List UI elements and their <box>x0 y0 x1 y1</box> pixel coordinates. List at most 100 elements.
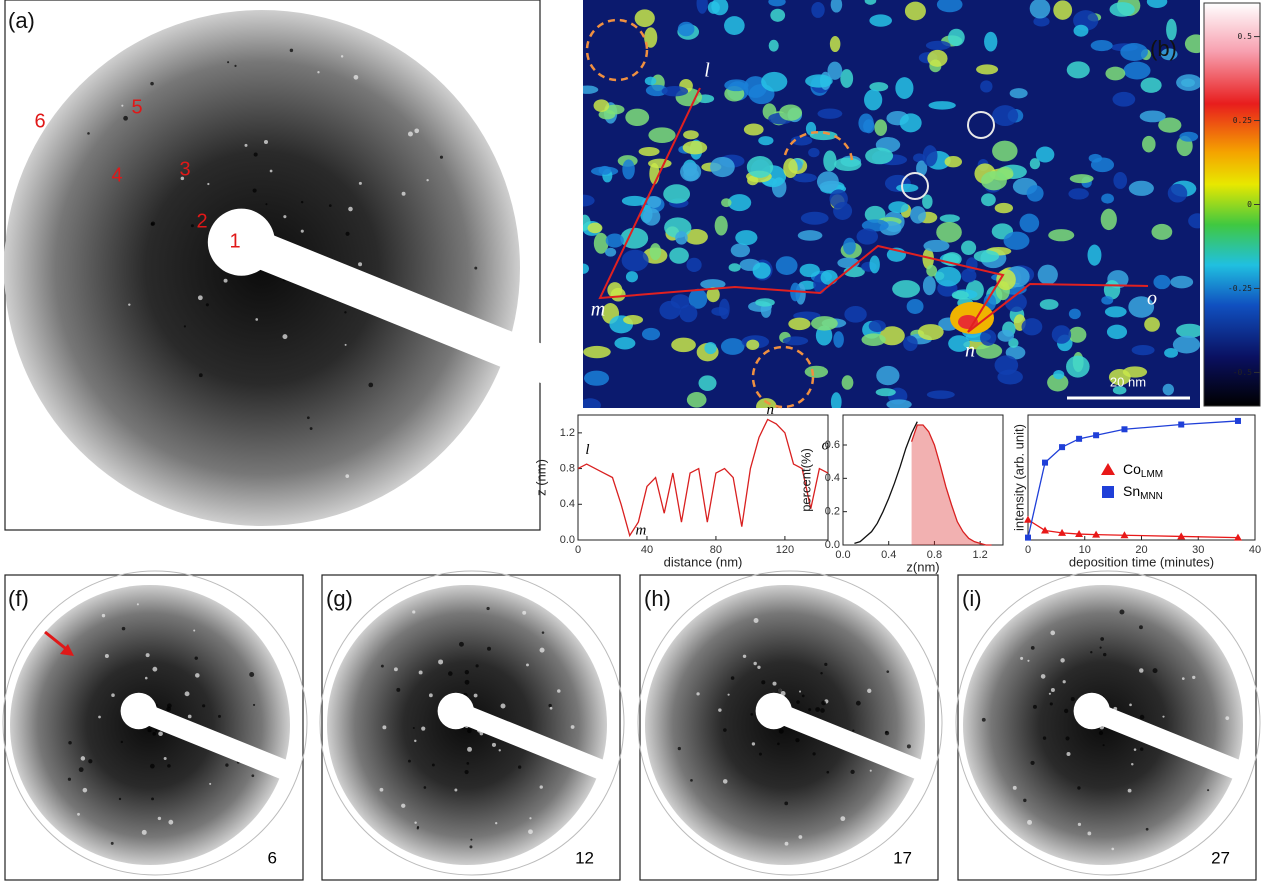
stm-blob <box>1164 348 1179 358</box>
series-line <box>1027 519 1238 539</box>
stm-blob <box>724 79 749 92</box>
stm-blob <box>1051 325 1072 344</box>
stm-blob <box>844 306 867 323</box>
x-tick-label: 0.4 <box>881 549 896 561</box>
stm-blob <box>770 8 786 22</box>
marker <box>1178 421 1185 428</box>
stm-blob <box>1166 18 1177 41</box>
stm-blob <box>634 9 655 28</box>
diffraction-spot <box>157 816 162 821</box>
diffraction-spot <box>101 613 106 618</box>
diffraction-spot <box>1065 736 1070 741</box>
diffraction-spot <box>517 765 522 769</box>
diffraction-spot <box>1060 658 1065 663</box>
diffraction-spot <box>68 740 72 745</box>
diffraction-spot <box>529 817 532 820</box>
stm-blob <box>876 365 900 386</box>
stm-blob <box>638 146 660 157</box>
diffraction-spot <box>491 742 497 747</box>
annotation: m <box>635 523 646 539</box>
diffraction-spot <box>1077 822 1082 827</box>
diffraction-spot <box>906 744 911 749</box>
spot-order-label: 1 <box>229 230 240 252</box>
diffraction-spot <box>82 787 88 793</box>
diffraction-spot <box>379 787 384 792</box>
stm-blob <box>645 84 668 97</box>
stm-blob <box>1170 275 1194 289</box>
stm-blob <box>797 230 823 241</box>
stm-blob <box>1112 91 1136 107</box>
diffraction-spot <box>799 690 802 693</box>
stm-blob <box>936 221 962 243</box>
diffraction-spot <box>155 729 158 732</box>
stm-blob <box>980 329 997 346</box>
stm-blob <box>926 264 938 277</box>
diffraction-spot <box>421 726 426 731</box>
diffraction-spot <box>886 670 890 673</box>
plot-frame <box>842 414 1004 546</box>
diffraction-spot <box>252 703 256 707</box>
stm-blob <box>730 243 751 258</box>
stm-blob <box>1176 74 1200 91</box>
diffraction-spot <box>1030 645 1035 650</box>
diffraction-spot <box>820 672 823 675</box>
diffraction-spot <box>416 825 420 829</box>
marker <box>1075 530 1084 538</box>
deposition-minutes: 12 <box>575 848 594 867</box>
stm-blob <box>1073 24 1089 37</box>
area-fill <box>911 425 992 545</box>
diffraction-spot <box>80 756 86 761</box>
stm-blob <box>696 0 708 14</box>
x-tick-label: 20 <box>1135 544 1147 556</box>
diffraction-spot <box>184 691 190 697</box>
marker <box>1024 515 1032 523</box>
stm-blob <box>892 280 921 298</box>
stm-blob <box>1100 208 1117 231</box>
diffraction-spot <box>498 749 501 752</box>
stm-blob <box>997 369 1023 385</box>
diffraction-spot <box>1040 674 1046 679</box>
diffraction-spot <box>289 48 294 53</box>
diffraction-spot <box>225 763 229 767</box>
stm-blob <box>1101 193 1114 204</box>
diffraction-spot <box>470 838 473 841</box>
diffraction-spot <box>1049 702 1053 706</box>
stm-blob <box>649 162 660 185</box>
diffraction-spot <box>1048 692 1051 695</box>
diffraction-spot <box>234 64 237 67</box>
diffraction-spot <box>467 728 472 734</box>
y-tick-label: 0.0 <box>560 534 575 546</box>
diffraction-spot <box>412 726 415 729</box>
diffraction-spot <box>396 687 401 692</box>
diffraction-spot <box>852 729 855 732</box>
stm-blob <box>706 287 720 303</box>
panel-label: (g) <box>326 586 353 611</box>
x-tick-label: 30 <box>1192 544 1204 556</box>
diffraction-spot <box>751 742 756 746</box>
marker <box>1025 534 1031 541</box>
diffraction-spot <box>166 706 172 712</box>
diffraction-spot <box>840 816 846 822</box>
colorbar-tick-label: 0.25 <box>1233 116 1252 125</box>
diffraction-spot <box>88 759 93 764</box>
marker <box>1093 432 1100 439</box>
diffraction-spot <box>796 700 800 704</box>
diffraction-spot <box>526 663 529 667</box>
stm-blob <box>827 61 843 80</box>
stm-blob <box>1176 323 1200 338</box>
stm-blob <box>686 392 707 408</box>
diffraction-spot <box>144 676 148 680</box>
stm-blob <box>888 201 909 213</box>
diffraction-spot <box>486 606 490 611</box>
stm-blob <box>923 239 950 252</box>
panel-label: (h) <box>644 586 671 611</box>
diffraction-spot <box>121 626 126 631</box>
diffraction-spot <box>180 176 185 181</box>
diffraction-spot <box>1129 703 1132 707</box>
diffraction-spot <box>1100 637 1105 641</box>
stm-blob <box>1140 77 1162 93</box>
dashed-marker <box>783 131 854 163</box>
x-tick-label: 0.0 <box>835 549 850 561</box>
diffraction-spot <box>1162 715 1165 718</box>
stm-blob <box>939 214 960 223</box>
